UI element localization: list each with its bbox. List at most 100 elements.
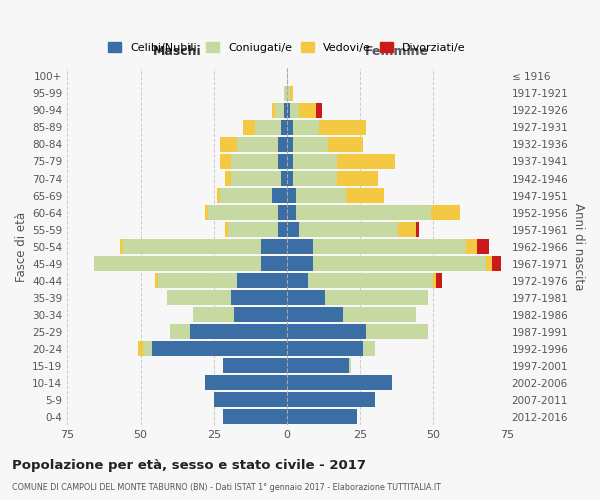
Bar: [287, 138, 293, 151]
Bar: [137, 342, 143, 356]
Y-axis label: Anni di nascita: Anni di nascita: [572, 203, 585, 290]
Bar: [123, 240, 260, 254]
Bar: [287, 392, 375, 407]
Bar: [190, 324, 287, 339]
Bar: [287, 290, 325, 305]
Bar: [337, 154, 395, 168]
Bar: [243, 120, 255, 134]
Bar: [287, 256, 313, 271]
Bar: [155, 274, 158, 288]
Bar: [234, 308, 287, 322]
Bar: [287, 342, 363, 356]
Bar: [287, 240, 313, 254]
Text: Femmine: Femmine: [365, 44, 429, 58]
Bar: [287, 274, 308, 288]
Text: COMUNE DI CAMPOLI DEL MONTE TABURNO (BN) - Dati ISTAT 1° gennaio 2017 - Elaboraz: COMUNE DI CAMPOLI DEL MONTE TABURNO (BN)…: [12, 484, 441, 492]
Bar: [226, 222, 229, 237]
Bar: [278, 206, 287, 220]
Bar: [167, 290, 232, 305]
Bar: [293, 154, 337, 168]
Y-axis label: Fasce di età: Fasce di età: [15, 212, 28, 282]
Bar: [232, 154, 278, 168]
Bar: [486, 256, 492, 271]
Bar: [94, 256, 260, 271]
Legend: Celibi/Nubili, Coniugati/e, Vedovi/e, Divorziati/e: Celibi/Nubili, Coniugati/e, Vedovi/e, Di…: [104, 38, 470, 58]
Bar: [278, 154, 287, 168]
Bar: [284, 86, 287, 101]
Bar: [205, 376, 287, 390]
Bar: [337, 172, 378, 185]
Bar: [287, 222, 299, 237]
Bar: [416, 222, 419, 237]
Bar: [260, 240, 287, 254]
Bar: [229, 222, 278, 237]
Bar: [478, 240, 489, 254]
Bar: [255, 120, 281, 134]
Bar: [366, 324, 428, 339]
Bar: [308, 274, 433, 288]
Bar: [293, 172, 337, 185]
Bar: [328, 138, 363, 151]
Bar: [275, 103, 284, 118]
Bar: [143, 342, 152, 356]
Bar: [343, 308, 416, 322]
Bar: [299, 222, 398, 237]
Bar: [299, 103, 316, 118]
Bar: [217, 188, 220, 202]
Bar: [120, 240, 123, 254]
Bar: [170, 324, 190, 339]
Bar: [349, 358, 352, 373]
Bar: [287, 103, 290, 118]
Bar: [287, 376, 392, 390]
Bar: [232, 290, 287, 305]
Bar: [290, 103, 299, 118]
Bar: [272, 103, 275, 118]
Bar: [466, 240, 478, 254]
Bar: [223, 358, 287, 373]
Bar: [205, 206, 208, 220]
Bar: [287, 172, 293, 185]
Bar: [284, 103, 287, 118]
Bar: [287, 308, 343, 322]
Bar: [433, 274, 436, 288]
Bar: [214, 392, 287, 407]
Bar: [220, 154, 232, 168]
Bar: [293, 138, 328, 151]
Bar: [158, 274, 237, 288]
Bar: [287, 206, 296, 220]
Bar: [237, 138, 278, 151]
Bar: [492, 256, 501, 271]
Bar: [287, 410, 358, 424]
Bar: [313, 256, 486, 271]
Bar: [287, 188, 296, 202]
Bar: [316, 103, 322, 118]
Bar: [208, 206, 278, 220]
Bar: [220, 138, 237, 151]
Bar: [281, 172, 287, 185]
Bar: [363, 342, 375, 356]
Bar: [287, 120, 293, 134]
Bar: [313, 240, 466, 254]
Bar: [296, 206, 431, 220]
Bar: [232, 172, 281, 185]
Bar: [287, 324, 366, 339]
Bar: [260, 256, 287, 271]
Bar: [431, 206, 460, 220]
Bar: [287, 86, 290, 101]
Bar: [152, 342, 287, 356]
Bar: [325, 290, 428, 305]
Bar: [398, 222, 416, 237]
Bar: [226, 172, 232, 185]
Bar: [278, 138, 287, 151]
Bar: [278, 222, 287, 237]
Bar: [287, 358, 349, 373]
Bar: [287, 154, 293, 168]
Bar: [237, 274, 287, 288]
Bar: [272, 188, 287, 202]
Bar: [346, 188, 383, 202]
Bar: [193, 308, 234, 322]
Bar: [293, 120, 319, 134]
Text: Popolazione per età, sesso e stato civile - 2017: Popolazione per età, sesso e stato civil…: [12, 460, 366, 472]
Bar: [319, 120, 366, 134]
Bar: [281, 120, 287, 134]
